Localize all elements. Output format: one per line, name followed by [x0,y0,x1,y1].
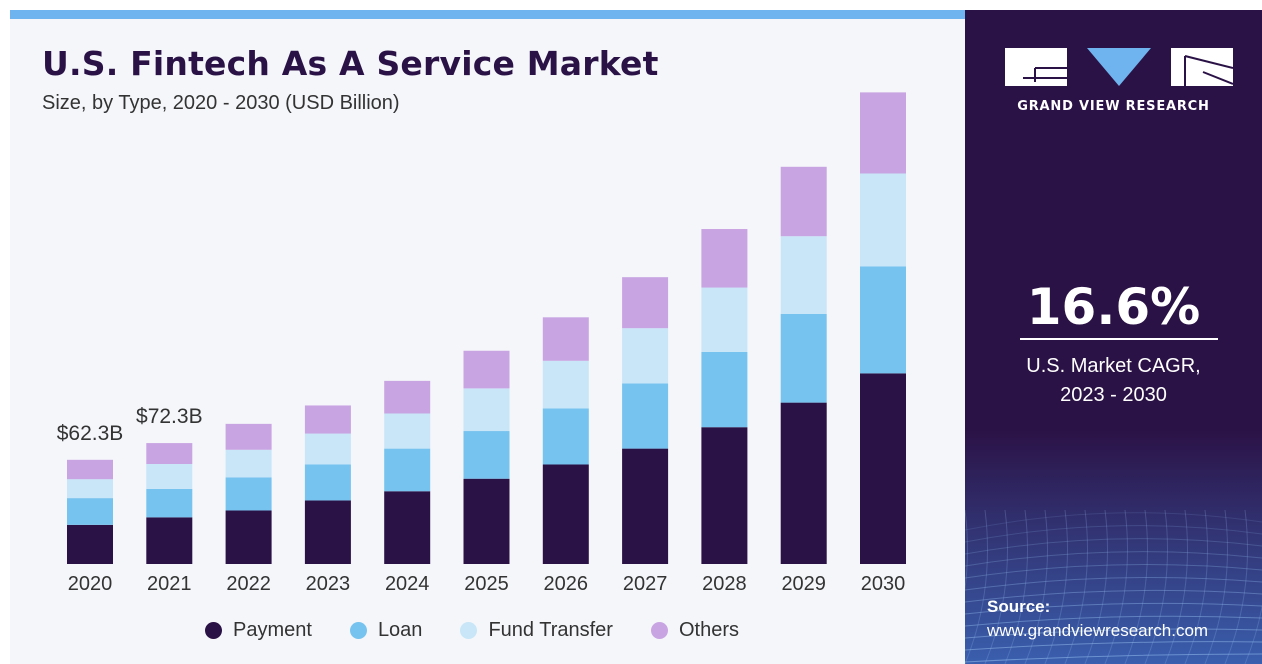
legend-label-loan: Loan [377,618,423,641]
bar-2020-fund-transfer [67,479,113,499]
x-tick-2024: 2024 [385,573,430,595]
bar-2021-loan [146,488,193,518]
legend-item-loan: Loan [349,618,423,642]
x-tick-2023: 2023 [306,573,351,595]
legend-swatch-fund-transfer [460,621,478,639]
bar-2028-fund-transfer [701,287,748,352]
bars-layer [67,92,906,564]
x-tick-2020: 2020 [68,573,113,595]
bar-2029-loan [780,313,827,403]
bar-2024-loan [384,448,431,492]
x-tick-2021: 2021 [147,573,192,595]
bar-2028-payment [701,427,748,564]
x-tick-2025: 2025 [464,573,509,595]
gvr-logo-icon [1005,48,1233,86]
legend-swatch-loan [349,621,367,639]
bar-2029-payment [780,402,827,564]
bar-2027-fund-transfer [622,328,669,384]
bar-2025-payment [463,478,510,564]
data-label-2020: $62.3B [57,422,124,445]
bar-2029-others [780,166,827,237]
bar-2022-others [225,423,272,450]
data-label-2021: $72.3B [136,405,203,428]
x-tick-2022: 2022 [226,573,271,595]
cagr-label-line-1: U.S. Market CAGR, [1026,355,1201,377]
bar-2026-loan [542,408,589,465]
legend-label-fund-transfer: Fund Transfer [488,618,613,641]
bar-2020-payment [67,524,113,564]
legend-swatch-payment [205,621,222,639]
bar-2022-payment [225,510,272,564]
bar-2026-payment [542,464,589,564]
bar-2022-loan [225,477,272,511]
bar-2030-loan [860,266,906,374]
chart-subtitle: Size, by Type, 2020 - 2030 (USD Billion) [42,92,400,114]
legend-item-payment: Payment [205,619,312,642]
bar-2027-payment [622,448,669,564]
bar-2024-others [384,380,431,414]
mesh-background-graphic [965,430,1262,664]
stacked-bar-chart: 2020 2021 2022 2023 2024 2025 2026 2027 2028 2029… [57,92,906,595]
x-tick-2030: 2030 [861,573,906,595]
bar-2030-fund-transfer [860,173,906,267]
accent-top-bar [10,10,965,19]
x-tick-2029: 2029 [781,573,826,595]
data-labels: $62.3B $72.3B [57,405,203,445]
bar-2021-payment [146,517,193,564]
legend-label-others: Others [678,618,739,641]
legend-label-payment: Payment [233,618,312,641]
legend-item-fund-transfer: Fund Transfer [460,619,613,642]
source-url: www.grandviewresearch.com [987,621,1209,640]
source-label: Source: [987,597,1051,616]
bar-2020-others [67,459,113,480]
bar-2028-loan [701,351,748,428]
bar-2029-fund-transfer [780,236,827,314]
bar-2020-loan [67,498,113,525]
bar-2030-others [860,92,906,174]
chart-title: U.S. Fintech As A Service Market [42,44,659,83]
side-panel: GRAND VIEW RESEARCH 16.6% U.S. Market CA… [965,10,1262,664]
legend-item-others: Others [650,618,739,642]
bar-2025-others [463,350,510,389]
bar-2024-payment [384,491,431,564]
bar-2026-fund-transfer [542,360,589,409]
bar-2027-others [622,277,669,329]
bar-2023-fund-transfer [304,433,351,465]
bar-2023-others [304,405,351,434]
bar-2021-others [146,443,193,464]
bar-2025-fund-transfer [463,388,510,432]
cagr-label: U.S. Market CAGR, 2023 - 2030 [965,352,1262,410]
bar-2027-loan [622,383,669,449]
bar-2023-payment [304,500,351,564]
bar-2021-fund-transfer [146,463,193,489]
bar-2022-fund-transfer [225,449,272,478]
cagr-label-line-2: 2023 - 2030 [1060,384,1167,406]
bar-2024-fund-transfer [384,413,431,449]
bar-2023-loan [304,464,351,501]
cagr-value: 16.6% [1026,278,1201,336]
bar-2030-payment [860,373,906,564]
bar-2025-loan [463,431,510,479]
x-axis-tick-labels: 2020 2021 2022 2023 2024 2025 2026 2027 2028 2029… [68,573,906,595]
chart-legend: Payment Loan Fund Transfer Others [205,617,777,643]
x-tick-2028: 2028 [702,573,747,595]
cagr-divider [1020,338,1218,340]
bar-2026-others [542,317,589,361]
x-tick-2026: 2026 [544,573,589,595]
brand-name: GRAND VIEW RESEARCH [1017,99,1210,114]
legend-swatch-others [650,621,668,639]
x-tick-2027: 2027 [623,573,668,595]
bar-2028-others [701,229,748,288]
